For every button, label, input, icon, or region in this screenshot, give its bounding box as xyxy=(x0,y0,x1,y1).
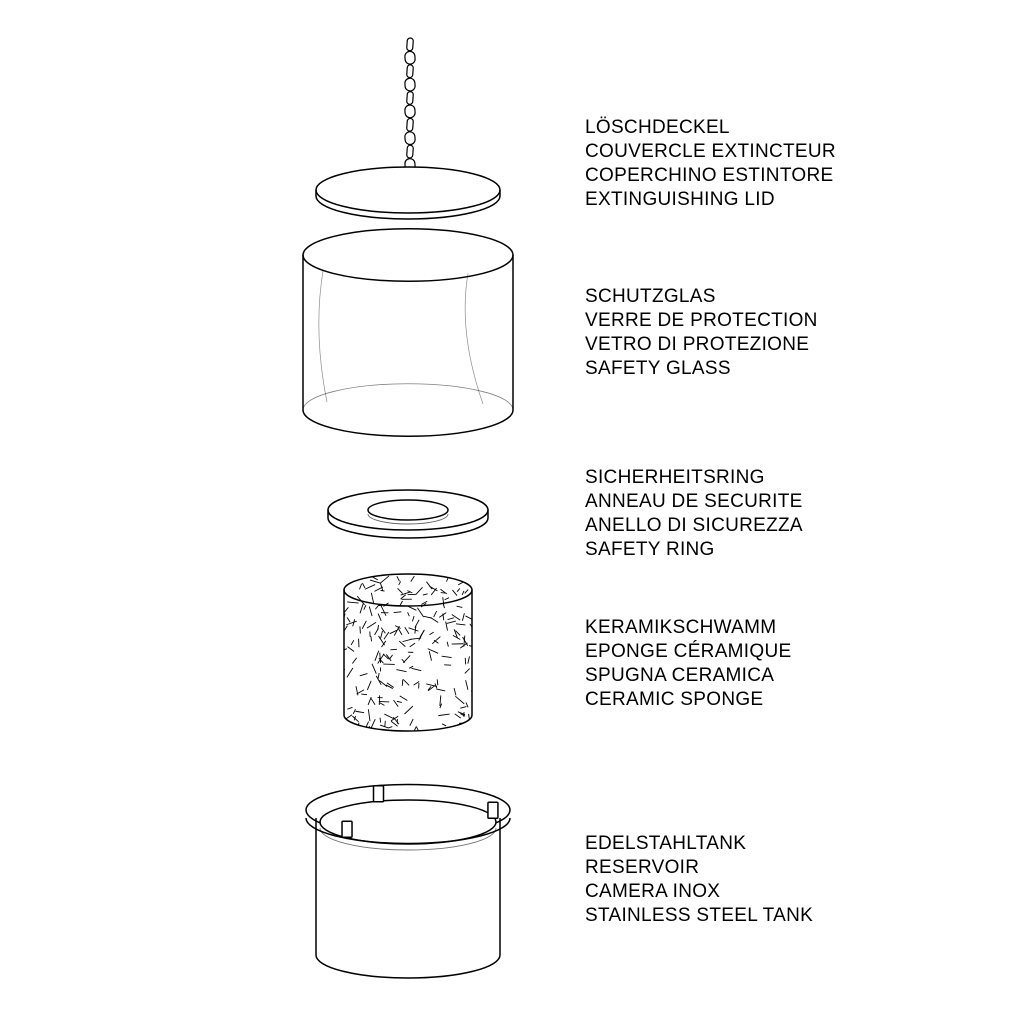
label-sponge-en: CERAMIC SPONGE xyxy=(585,688,791,712)
label-glass-de: SCHUTZGLAS xyxy=(585,285,818,309)
label-ring: SICHERHEITSRING ANNEAU DE SECURITE ANELL… xyxy=(585,466,803,562)
label-tank-en: STAINLESS STEEL TANK xyxy=(585,904,813,928)
label-ring-fr: ANNEAU DE SECURITE xyxy=(585,490,803,514)
label-sponge: KERAMIKSCHWAMM EPONGE CÉRAMIQUE SPUGNA C… xyxy=(585,616,791,712)
label-tank-it: CAMERA INOX xyxy=(585,880,813,904)
label-lid: LÖSCHDECKEL COUVERCLE EXTINCTEUR COPERCH… xyxy=(585,116,836,212)
label-glass: SCHUTZGLAS VERRE DE PROTECTION VETRO DI … xyxy=(585,285,818,381)
label-glass-en: SAFETY GLASS xyxy=(585,357,818,381)
label-ring-de: SICHERHEITSRING xyxy=(585,466,803,490)
label-tank-de: EDELSTAHLTANK xyxy=(585,832,813,856)
label-glass-fr: VERRE DE PROTECTION xyxy=(585,309,818,333)
label-ring-it: ANELLO DI SICUREZZA xyxy=(585,514,803,538)
label-sponge-fr: EPONGE CÉRAMIQUE xyxy=(585,640,791,664)
label-sponge-it: SPUGNA CERAMICA xyxy=(585,664,791,688)
label-lid-it: COPERCHINO ESTINTORE xyxy=(585,164,836,188)
label-tank-fr: RESERVOIR xyxy=(585,856,813,880)
exploded-diagram-svg xyxy=(0,0,1024,1024)
label-lid-de: LÖSCHDECKEL xyxy=(585,116,836,140)
label-sponge-de: KERAMIKSCHWAMM xyxy=(585,616,791,640)
label-ring-en: SAFETY RING xyxy=(585,538,803,562)
label-glass-it: VETRO DI PROTEZIONE xyxy=(585,333,818,357)
label-lid-fr: COUVERCLE EXTINCTEUR xyxy=(585,140,836,164)
exploded-view-container: LÖSCHDECKEL COUVERCLE EXTINCTEUR COPERCH… xyxy=(0,0,1024,1024)
label-tank: EDELSTAHLTANK RESERVOIR CAMERA INOX STAI… xyxy=(585,832,813,928)
label-lid-en: EXTINGUISHING LID xyxy=(585,188,836,212)
